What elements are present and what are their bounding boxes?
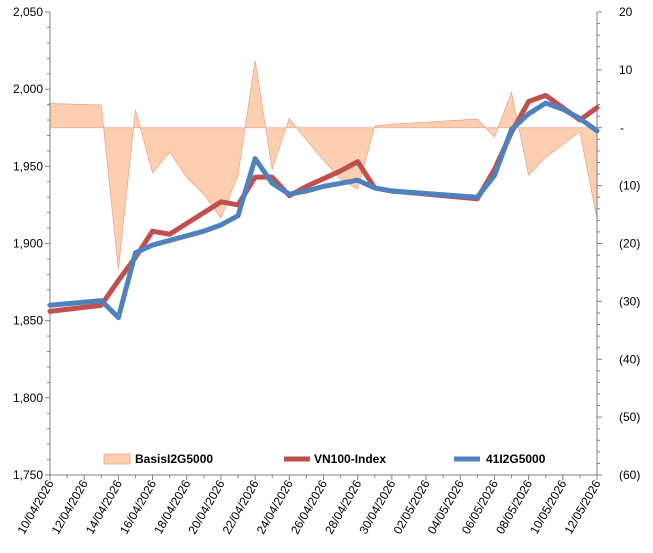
y-right-tick-label: -: [620, 121, 624, 135]
axes-layer: [45, 11, 602, 480]
lines-layer: [47, 92, 600, 321]
y-left-tick-label: 1,800: [13, 391, 43, 405]
y-left-tick-label: 1,750: [13, 468, 43, 482]
y-left-tick-label: 2,000: [13, 82, 43, 96]
y-left-tick-label: 1,900: [13, 237, 43, 251]
legend-swatch-basis: [103, 453, 131, 465]
y-left-tick-label: 1,950: [13, 159, 43, 173]
legend-label-basis: BasisI2G5000: [135, 452, 213, 466]
y-right-tick-label: (30): [619, 294, 640, 308]
legend-label-41i2g5000: 41I2G5000: [486, 452, 546, 466]
y-right-tick-label: 10: [619, 63, 633, 77]
y-right-tick-label: (40): [619, 352, 640, 366]
legend: BasisI2G5000 VN100-Index 41I2G5000: [103, 452, 546, 466]
y-right-tick-label: (50): [619, 410, 640, 424]
y-right-tick-label: (10): [619, 179, 640, 193]
series-41i2g5000-line: [47, 100, 600, 321]
y-left-tick-label: 1,850: [13, 314, 43, 328]
legend-label-vn100: VN100-Index: [314, 452, 386, 466]
y-right-tick-label: (20): [619, 237, 640, 251]
y-right-tick-label: 20: [619, 5, 633, 19]
vn100-index-line: [47, 92, 600, 314]
y-right-tick-label: (60): [619, 468, 640, 482]
basis-area-layer: [49, 60, 598, 270]
y-left-tick-label: 2,050: [13, 5, 43, 19]
basis-area-series: [49, 60, 598, 270]
